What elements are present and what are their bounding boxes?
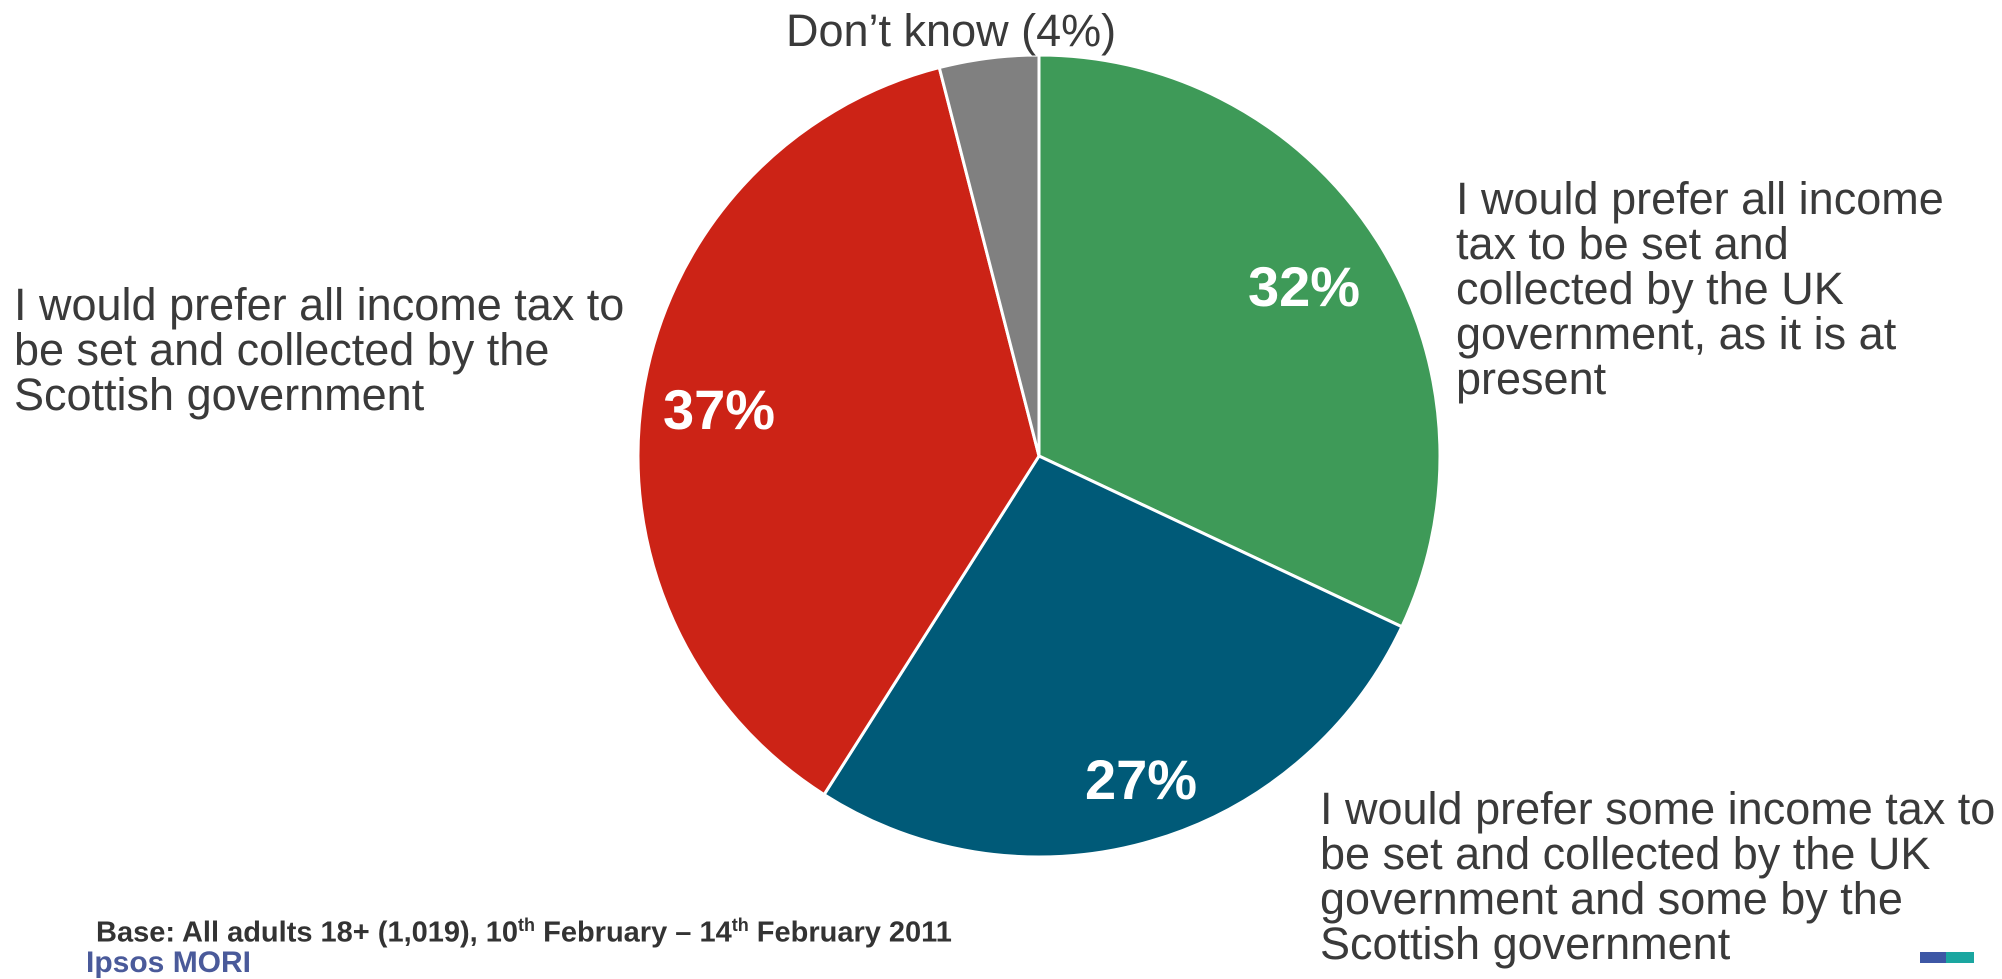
slice-mixed [822, 454, 1404, 859]
logo-mark-left [1920, 952, 1946, 963]
base-note: Base: All adults 18+ (1,019), 10th Febru… [96, 915, 952, 949]
slice-label-uk: I would prefer all income tax to be set … [1456, 173, 1944, 404]
value-label-uk: 32% [1247, 255, 1361, 318]
slice-uk-government [1037, 53, 1442, 629]
slice-dont-know [937, 53, 1041, 457]
logo-mark [1920, 952, 1974, 963]
value-label-some: 27% [1084, 748, 1198, 811]
slice-label-some: I would prefer some income tax to be set… [1320, 783, 1996, 969]
logo-mark-right [1946, 952, 1974, 963]
slice-label-dont-know: Don’t know (4%) [786, 5, 1117, 56]
slice-label-scottish: I would prefer all income tax to be set … [14, 279, 625, 420]
value-label-scottish: 37% [662, 378, 776, 441]
ipsos-mori-logo: Ipsos MORI [86, 946, 252, 979]
slice-scottish-government [636, 65, 1041, 797]
